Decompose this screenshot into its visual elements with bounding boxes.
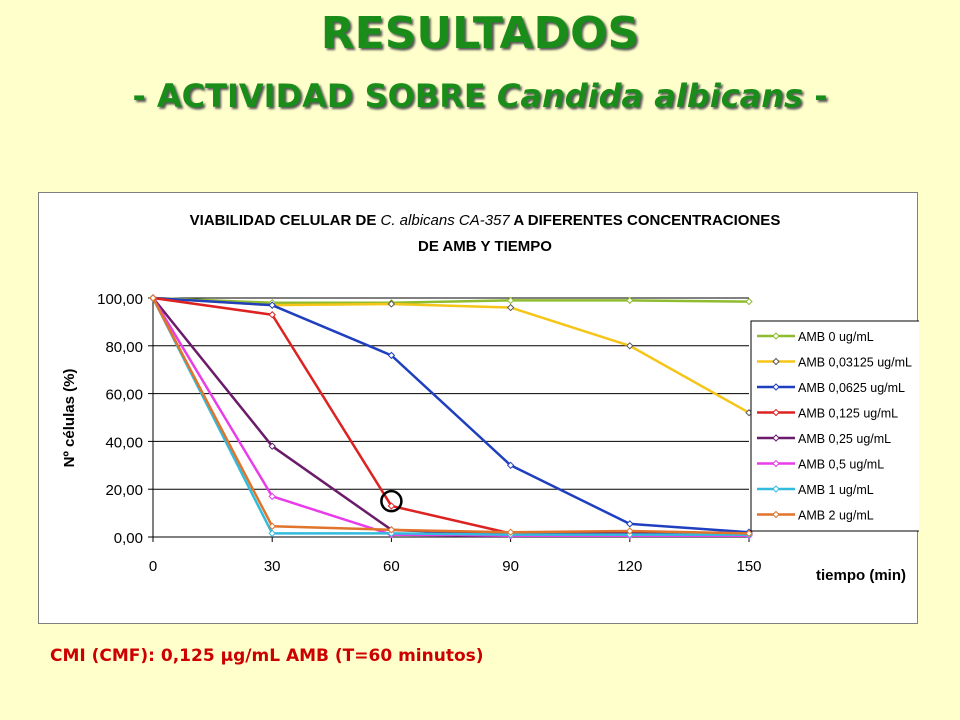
x-tick-label: 150 [736, 558, 761, 575]
y-tick-label: 20,00 [105, 482, 143, 499]
x-tick-label: 90 [502, 558, 519, 575]
legend-label: AMB 0,25 ug/mL [798, 432, 891, 446]
legend-label: AMB 2 ug/mL [798, 509, 874, 523]
series-line-8 [151, 297, 750, 535]
legend-marker [772, 408, 780, 417]
series-line-7 [151, 297, 749, 536]
data-point [745, 297, 753, 306]
highlight-circle [380, 489, 403, 513]
chart-title-line-2: DE AMB Y TIEMPO [418, 238, 552, 255]
series-line-6 [151, 297, 749, 538]
legend-label: AMB 1 ug/mL [798, 483, 874, 497]
chart-title-part-1: VIABILIDAD CELULAR DE [190, 212, 381, 229]
footer-note: CMI (CMF): 0,125 µg/mL AMB (T=60 minutos… [50, 646, 484, 666]
legend-marker [772, 332, 780, 340]
data-point [387, 300, 396, 308]
series-line-2 [152, 296, 750, 414]
data-point [387, 351, 396, 360]
y-tick-label: 60,00 [105, 387, 143, 404]
legend-label: AMB 0 ug/mL [798, 330, 874, 344]
subtitle-italic: Candida albicans [496, 77, 804, 115]
data-point [268, 442, 276, 450]
data-point [387, 526, 396, 534]
legend-marker [772, 485, 780, 493]
x-tick-label: 0 [149, 558, 157, 575]
data-point [506, 303, 515, 312]
legend-marker [772, 383, 780, 391]
data-point [626, 342, 634, 350]
x-tick-label: 120 [617, 558, 642, 575]
y-tick-label: 40,00 [105, 434, 143, 451]
data-point [268, 492, 276, 501]
x-tick-label: 30 [264, 558, 281, 575]
legend-box [750, 320, 919, 532]
data-point [387, 502, 396, 510]
y-tick-label: 80,00 [105, 339, 143, 356]
data-point [506, 528, 515, 536]
data-point [626, 520, 634, 528]
data-point [268, 522, 276, 530]
data-point [745, 529, 753, 538]
series-line-3 [152, 296, 750, 534]
series-line-5 [152, 297, 750, 536]
legend-label: AMB 0,0625 ug/mL [798, 381, 905, 395]
data-point [626, 527, 634, 535]
series-line-1 [152, 296, 750, 305]
slide-title: RESULTADOS [320, 8, 640, 59]
gridlines [153, 297, 749, 490]
chart-frame: VIABILIDAD CELULAR DE C. albicans CA-357… [38, 192, 919, 624]
line-chart: VIABILIDAD CELULAR DE C. albicans CA-357… [61, 212, 919, 584]
series-group [149, 294, 753, 540]
chart-title-part-2: A DIFERENTES CONCENTRACIONES [510, 212, 781, 229]
subtitle-suffix: - [803, 77, 828, 115]
legend-marker [772, 510, 780, 519]
slide-subtitle: - ACTIVIDAD SOBRE Candida albicans - [0, 74, 960, 118]
data-point [268, 529, 276, 538]
data-point [506, 461, 515, 470]
legend-label: AMB 0,5 ug/mL [798, 458, 884, 472]
data-point [149, 294, 157, 302]
subtitle-prefix: - ACTIVIDAD SOBRE [132, 77, 497, 115]
data-point [626, 296, 634, 305]
legend: AMB 0 ug/mL AMB 0,03125 ug/mL AMB 0,0625 u… [750, 320, 919, 532]
legend-marker [772, 434, 780, 442]
x-axis-label: tiempo (min) [816, 567, 906, 584]
series-line-4 [152, 296, 749, 535]
data-point [506, 296, 515, 305]
legend-marker [772, 459, 780, 468]
chart-title-line-1: VIABILIDAD CELULAR DE C. albicans CA-357… [190, 212, 781, 229]
legend-label: AMB 0,125 ug/mL [798, 407, 898, 421]
legend-label: AMB 0,03125 ug/mL [798, 356, 912, 370]
data-point [268, 301, 276, 309]
y-tick-label: 100,00 [97, 291, 143, 308]
x-tick-label: 60 [383, 558, 400, 575]
annotation-group [380, 489, 403, 513]
y-axis-label: Nº células (%) [61, 369, 78, 468]
data-point [268, 311, 276, 319]
chart-title-italic: C. albicans CA-357 [381, 212, 511, 229]
y-tick-label: 0,00 [114, 530, 143, 547]
legend-marker [772, 357, 780, 366]
